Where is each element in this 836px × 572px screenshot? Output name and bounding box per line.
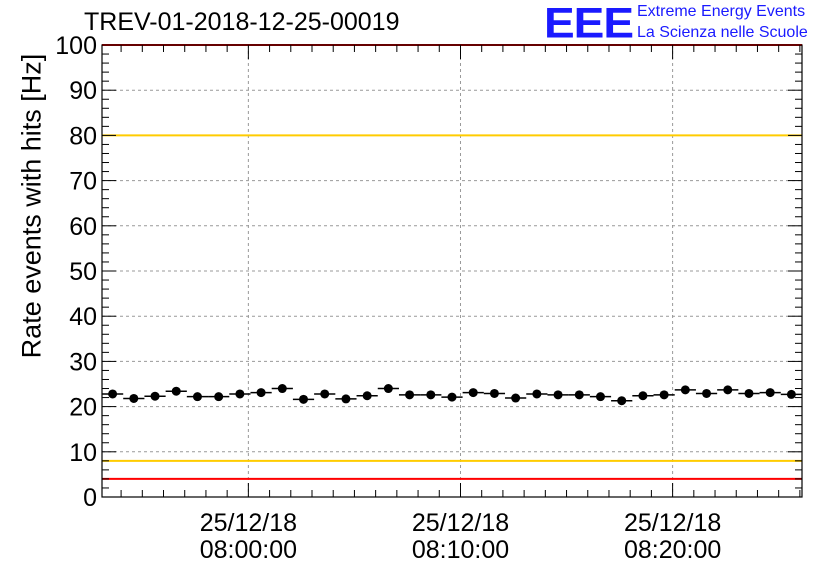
data-point [759, 388, 781, 398]
x-tick-label-time: 08:10:00 [412, 536, 509, 564]
y-tick-label: 80 [69, 122, 97, 150]
y-tick-label: 50 [69, 258, 97, 286]
logo-line-2: La Scienza nelle Scuole [637, 24, 808, 41]
data-points [102, 384, 802, 406]
data-point-marker [659, 390, 669, 400]
data-point [526, 389, 548, 399]
eee-logo: EEE [544, 0, 634, 47]
data-point [314, 389, 336, 399]
data-point-marker [320, 389, 330, 399]
y-tick-label: 0 [83, 484, 97, 512]
data-point [123, 393, 145, 403]
data-point [229, 389, 251, 399]
y-tick-label: 60 [69, 213, 97, 241]
data-point-marker [192, 392, 202, 402]
data-point-marker [299, 394, 309, 404]
data-point [462, 388, 484, 398]
data-point-marker [256, 388, 266, 398]
data-point [547, 390, 569, 400]
data-point-marker [214, 392, 224, 402]
data-point-marker [277, 384, 287, 394]
x-tick-label-date: 25/12/18 [200, 509, 297, 537]
data-point [335, 394, 357, 404]
data-point [505, 393, 527, 403]
data-point-marker [150, 391, 160, 401]
data-point-marker [638, 391, 648, 401]
data-point-marker [362, 391, 372, 401]
grid [102, 45, 802, 497]
y-tick-label: 30 [69, 348, 97, 376]
data-point [441, 392, 463, 402]
data-point-marker [786, 389, 796, 399]
data-point-marker [553, 390, 563, 400]
data-point [250, 388, 272, 398]
data-point-marker [341, 394, 351, 404]
y-tick-label: 10 [69, 439, 97, 467]
data-point-marker [574, 390, 584, 400]
data-point-marker [702, 388, 712, 398]
data-point [420, 390, 442, 400]
data-point [208, 392, 230, 402]
data-point [186, 392, 209, 402]
data-point-marker [511, 393, 521, 403]
data-point-marker [532, 389, 542, 399]
data-point-marker [108, 389, 118, 399]
data-point-marker [405, 390, 415, 400]
data-point-marker [468, 388, 478, 398]
data-point [738, 388, 760, 398]
data-point-marker [723, 385, 733, 395]
data-point-marker [171, 386, 181, 396]
data-point [717, 385, 739, 395]
data-point-marker [744, 388, 754, 398]
x-tick-label-date: 25/12/18 [624, 509, 721, 537]
data-point [292, 394, 315, 404]
data-point [780, 389, 802, 399]
data-point-marker [129, 393, 139, 403]
x-tick-label-time: 08:20:00 [624, 536, 721, 564]
data-point-marker [617, 396, 627, 406]
x-tick-label-time: 08:00:00 [200, 536, 297, 564]
logo-line-1: Extreme Energy Events [637, 3, 806, 20]
data-point-marker [765, 388, 775, 398]
data-point [356, 391, 378, 401]
data-point [271, 384, 293, 394]
data-point-marker [447, 392, 457, 402]
data-point [632, 391, 654, 401]
data-point [611, 396, 633, 406]
data-point [483, 388, 506, 398]
data-point-marker [383, 384, 393, 394]
data-point [398, 390, 421, 400]
tick-labels: 010203040506070809010025/12/1808:00:0025… [55, 32, 721, 564]
data-point [653, 390, 675, 400]
x-tick-label-date: 25/12/18 [412, 509, 509, 537]
y-tick-label: 90 [69, 77, 97, 105]
data-point-marker [235, 389, 245, 399]
data-point [589, 392, 612, 402]
data-point [568, 390, 590, 400]
data-point-marker [680, 385, 690, 395]
data-point [674, 385, 696, 395]
chart-title: TREV-01-2018-12-25-00019 [84, 8, 400, 36]
y-tick-label: 70 [69, 168, 97, 196]
data-point-marker [426, 390, 436, 400]
data-point [102, 389, 124, 399]
data-point-marker [489, 388, 499, 398]
axis-ticks [102, 44, 802, 498]
y-tick-label: 40 [69, 303, 97, 331]
data-point [144, 391, 166, 401]
reference-lines [102, 44, 802, 480]
data-point [377, 384, 399, 394]
data-point-marker [595, 392, 605, 402]
data-point [165, 386, 187, 396]
data-point [695, 388, 718, 398]
y-tick-label: 100 [55, 32, 97, 60]
y-tick-label: 20 [69, 394, 97, 422]
